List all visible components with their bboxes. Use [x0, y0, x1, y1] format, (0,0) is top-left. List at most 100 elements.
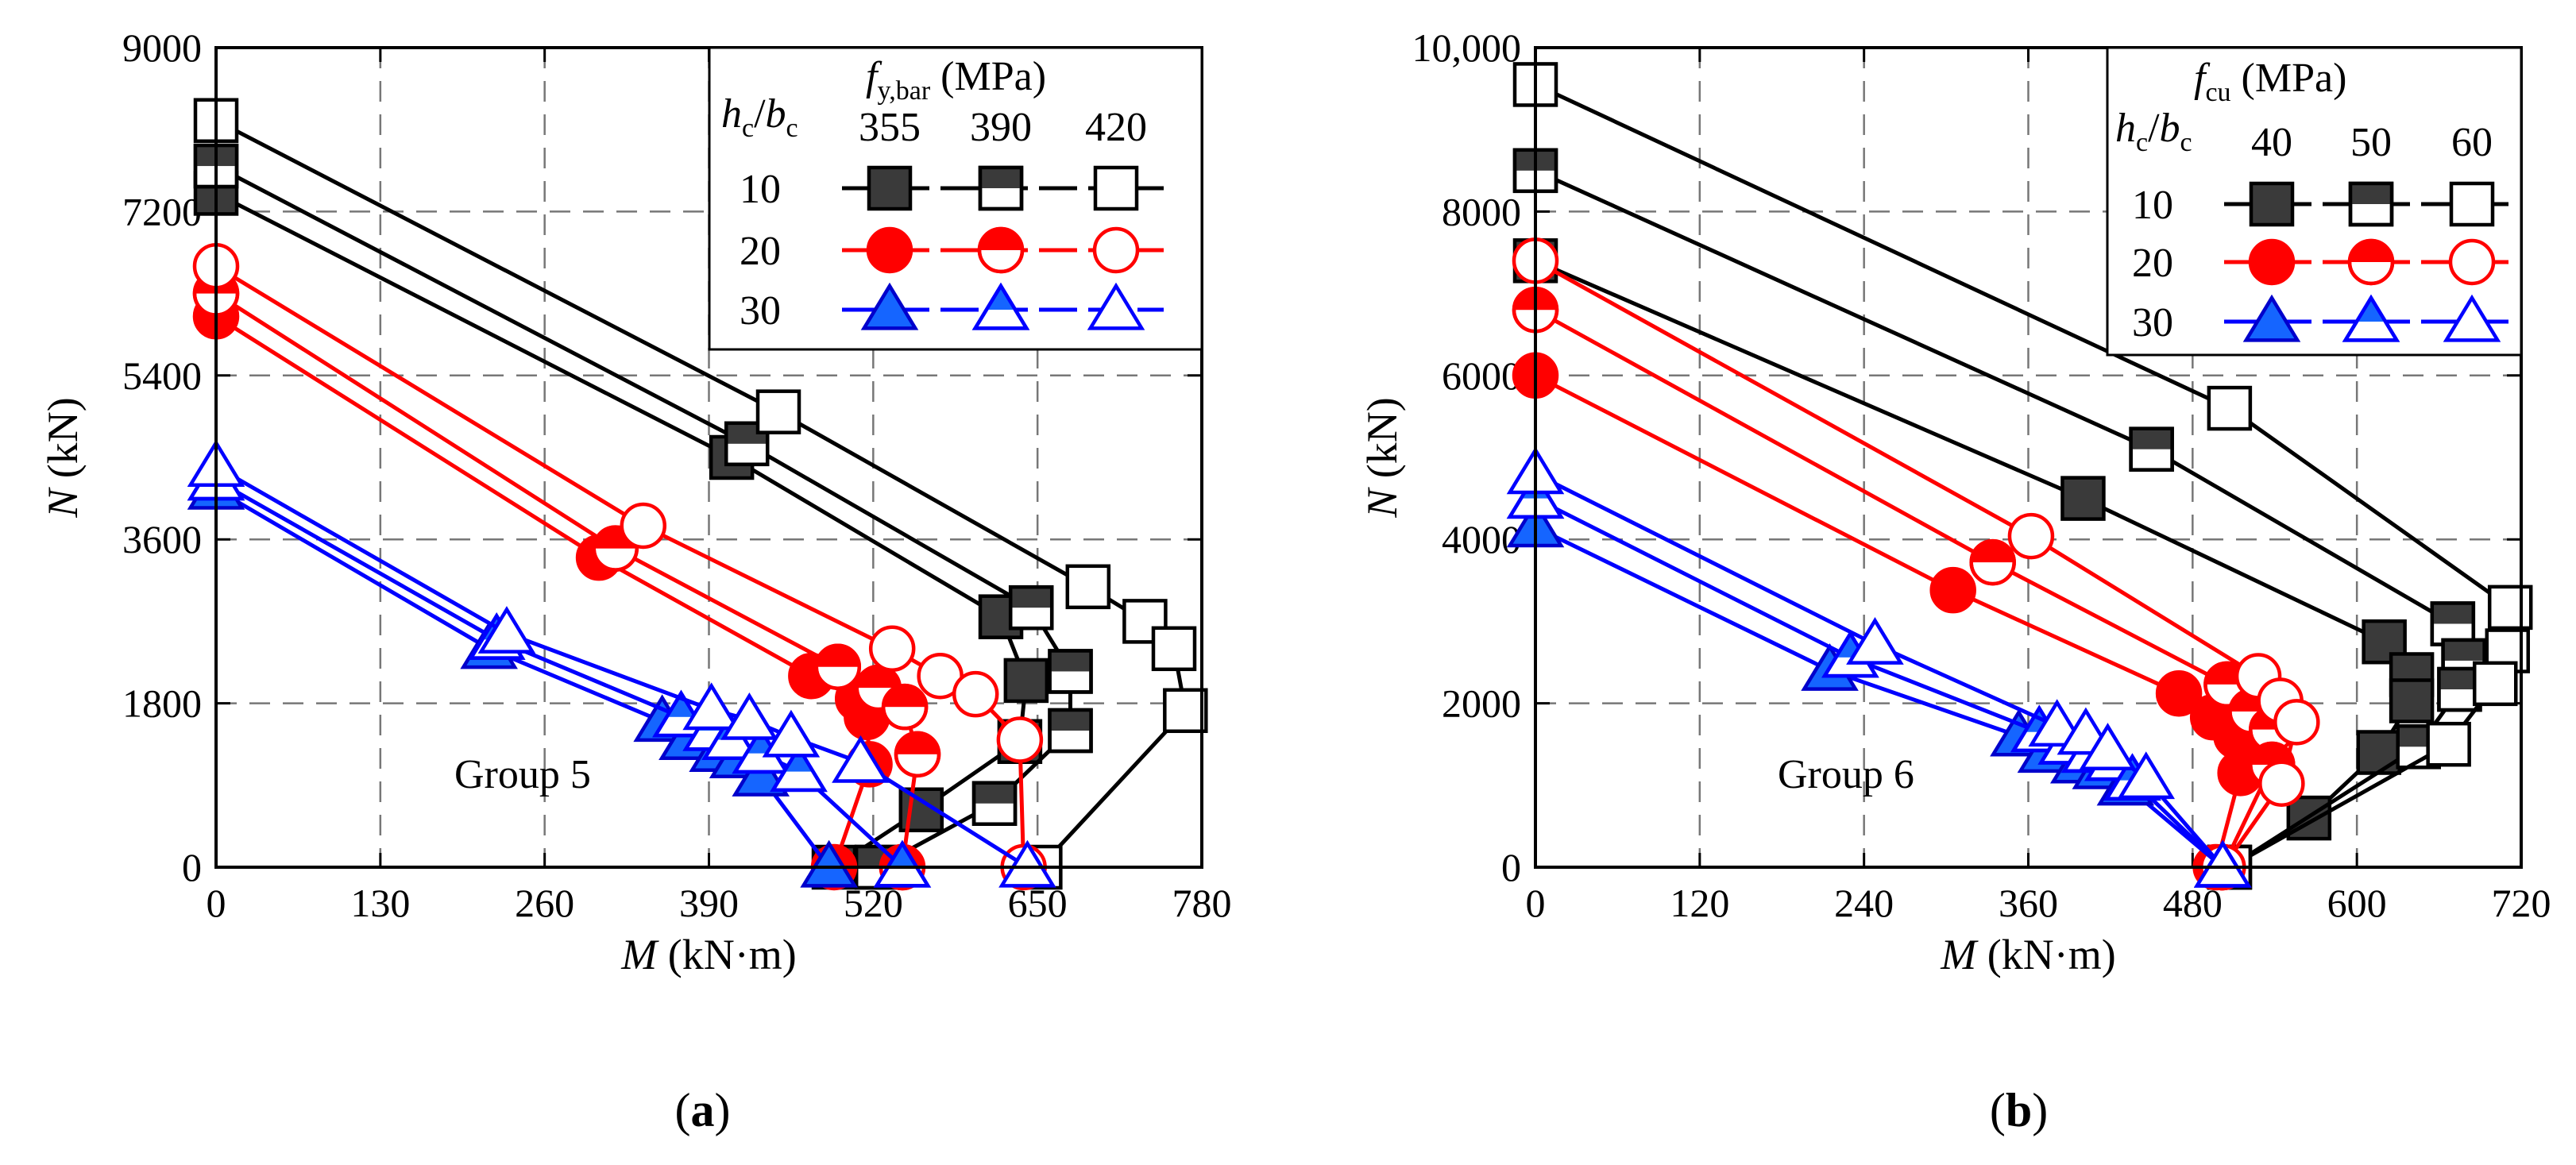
chart-panel-b: 0 120 240 360 480 600 7200200040006000800010,0… — [1358, 25, 2551, 1136]
group-annotation: Group 6 — [1778, 752, 1914, 797]
series-4 — [192, 270, 941, 891]
data-point — [1008, 584, 1054, 631]
data-point — [1048, 708, 1093, 754]
legend-row-value: 20 — [740, 229, 781, 274]
data-point-outline — [971, 781, 1018, 826]
legend-marker-shape — [860, 282, 919, 330]
data-point-half — [2431, 603, 2474, 624]
data-point-outline — [770, 744, 828, 793]
legend-marker-outline — [2348, 181, 2394, 227]
data-point — [1065, 564, 1111, 610]
data-point — [1163, 688, 1208, 734]
y-tick-label: 8000 — [1442, 189, 1521, 233]
data-point — [755, 389, 801, 434]
legend-marker-shape — [1093, 165, 1139, 211]
legend-row-header-sub: c — [742, 114, 754, 143]
data-point — [1003, 658, 1049, 704]
data-point-shape — [2356, 730, 2401, 775]
legend-row-value: 30 — [2132, 300, 2173, 345]
series-2 — [1512, 62, 2533, 890]
legend-marker — [2347, 238, 2395, 286]
legend-marker — [860, 282, 919, 330]
data-point-outline — [1008, 584, 1054, 631]
x-axis-symbol: M — [620, 931, 659, 978]
data-point-shape — [762, 709, 821, 758]
data-point-shape — [2389, 678, 2435, 723]
legend-col-header-unit: (MPa) — [930, 54, 1046, 99]
data-point-outline — [2129, 426, 2174, 472]
legend-marker — [866, 226, 913, 274]
legend-marker — [2249, 181, 2295, 227]
legend-marker-outline — [2347, 238, 2395, 286]
x-tick-label: 720 — [2492, 881, 2551, 925]
data-point — [2258, 760, 2305, 807]
series-6 — [187, 461, 858, 888]
chart-panel-a: 0 130 260 390 520 650 780018003600540072009000… — [39, 25, 1232, 1136]
y-tick-label: 1800 — [122, 681, 202, 726]
data-point-shape — [2426, 721, 2471, 767]
data-point — [2079, 723, 2137, 770]
data-point-shape — [2193, 839, 2252, 888]
legend-row-header: hc/bc — [2115, 106, 2192, 157]
legend-col-value: 40 — [2251, 120, 2292, 165]
legend-marker-half — [980, 168, 1022, 188]
x-tick-label: 780 — [1172, 881, 1232, 925]
legend-row-header-slash: / — [2148, 106, 2160, 151]
plot-frame — [1534, 46, 2523, 869]
x-axis-symbol: M — [1940, 931, 1979, 978]
x-tick-label: 600 — [2327, 881, 2387, 925]
data-point — [2426, 721, 2471, 767]
legend-col-value: 355 — [859, 105, 921, 150]
data-point-shape — [2155, 669, 2203, 717]
data-point — [2129, 426, 2174, 472]
data-point-outline — [592, 525, 639, 572]
data-point-shape — [996, 716, 1044, 763]
x-tick-label: 240 — [1834, 881, 1894, 925]
legend-marker — [2248, 238, 2296, 286]
data-point — [1846, 617, 1904, 665]
legend-marker-shape — [866, 226, 913, 274]
legend-marker-shape — [1087, 282, 1145, 330]
panel-label-letter: b — [2006, 1084, 2032, 1136]
y-axis-unit: (kN) — [1358, 397, 1406, 488]
data-point-shape — [477, 606, 536, 654]
data-point-outline — [724, 421, 770, 467]
data-point — [2207, 385, 2253, 431]
legend-marker — [977, 226, 1025, 274]
data-point-half — [2130, 428, 2172, 449]
y-tick-label: 4000 — [1442, 517, 1521, 561]
y-axis-symbol: N — [1358, 487, 1406, 519]
data-point-shape — [1163, 688, 1208, 734]
panel-label-close: ) — [2032, 1084, 2048, 1136]
legend-row-header-sub: c — [786, 114, 798, 143]
data-point-shape — [2079, 723, 2137, 770]
data-point — [2487, 584, 2533, 631]
legend-marker-shape — [2242, 294, 2301, 342]
legend-col-header: fy,bar (MPa) — [866, 54, 1046, 106]
legend-marker-outline — [977, 226, 1025, 274]
legend-marker — [2348, 181, 2394, 227]
data-point — [1929, 566, 1976, 614]
legend-marker — [1087, 282, 1145, 330]
series-6 — [1506, 500, 2252, 888]
legend-col-value: 50 — [2350, 120, 2392, 165]
data-point-shape — [2060, 476, 2106, 521]
data-point-half — [1049, 650, 1091, 672]
data-point-shape — [2258, 760, 2305, 807]
legend-row-value: 20 — [2132, 241, 2173, 286]
data-point-shape — [2007, 512, 2055, 560]
series-7 — [1506, 471, 2252, 888]
legend-col-value: 390 — [970, 105, 1032, 150]
data-point-shape — [2273, 699, 2320, 746]
data-point — [2117, 751, 2176, 800]
x-tick-label: 0 — [1526, 881, 1546, 925]
data-point-shape — [832, 735, 890, 783]
data-point — [1048, 649, 1093, 694]
data-point-shape — [800, 839, 858, 888]
y-tick-label: 9000 — [122, 25, 202, 70]
series-3 — [192, 293, 893, 891]
data-point-outline — [881, 683, 929, 731]
